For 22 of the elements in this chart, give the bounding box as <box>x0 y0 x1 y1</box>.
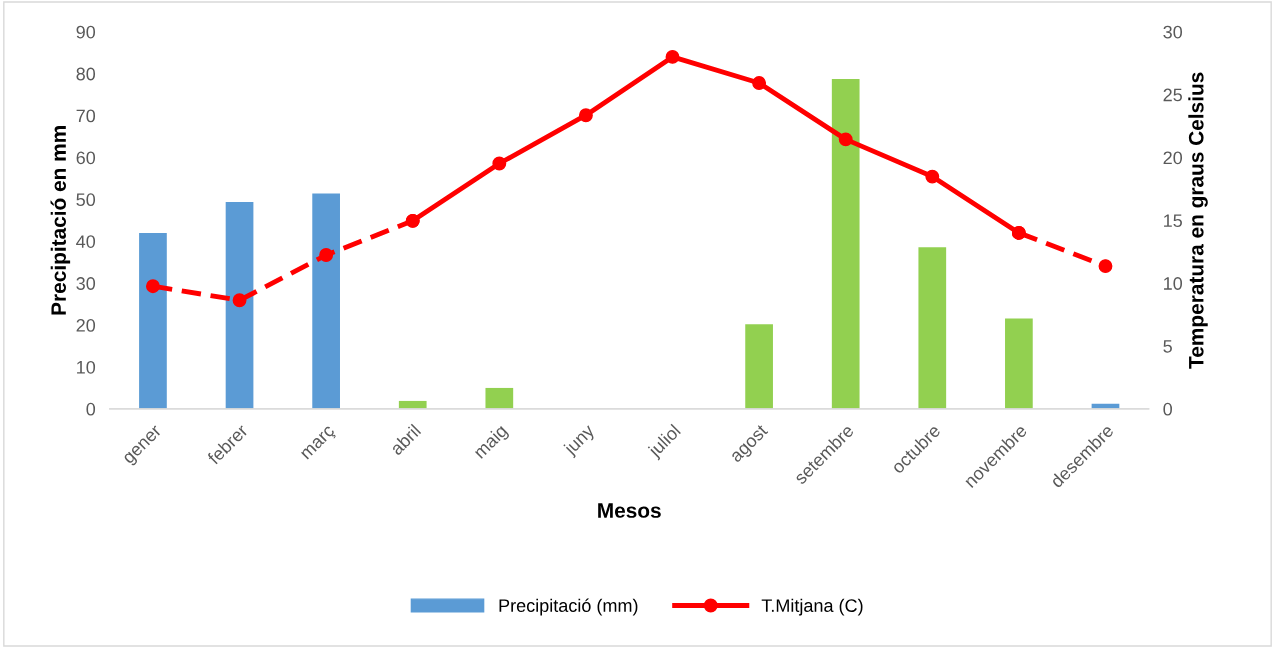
y-tick-label: 60 <box>76 151 96 165</box>
y2-tick-label: 15 <box>1164 214 1182 228</box>
y-axis-title: Precipitació en mm <box>50 126 71 315</box>
legend-label: T.Mitjana (C) <box>761 598 863 616</box>
y-tick-label: 10 <box>77 360 96 374</box>
y-tick-label: 50 <box>76 193 96 207</box>
y2-axis-title: Temperatura en graus Celsius <box>1188 72 1208 369</box>
y-tick-label: 90 <box>76 25 96 39</box>
y2-tick-label: 5 <box>1163 340 1172 353</box>
y2-tick-label: 30 <box>1163 25 1183 39</box>
y-tick-label: 70 <box>76 109 96 123</box>
y2-tick-label: 0 <box>1163 402 1172 416</box>
y-tick-label: 30 <box>76 277 96 290</box>
x-axis-title: Mesos <box>598 503 661 518</box>
y-tick-label: 40 <box>76 235 96 248</box>
y-tick-label: 0 <box>86 402 96 416</box>
y2-tick-label: 25 <box>1163 88 1182 102</box>
y-tick-label: 80 <box>76 67 96 81</box>
y-tick-label: 20 <box>76 319 96 332</box>
y2-tick-label: 20 <box>1163 151 1183 165</box>
y2-tick-label: 10 <box>1164 277 1183 290</box>
legend-label: Precipitació (mm) <box>499 598 638 616</box>
